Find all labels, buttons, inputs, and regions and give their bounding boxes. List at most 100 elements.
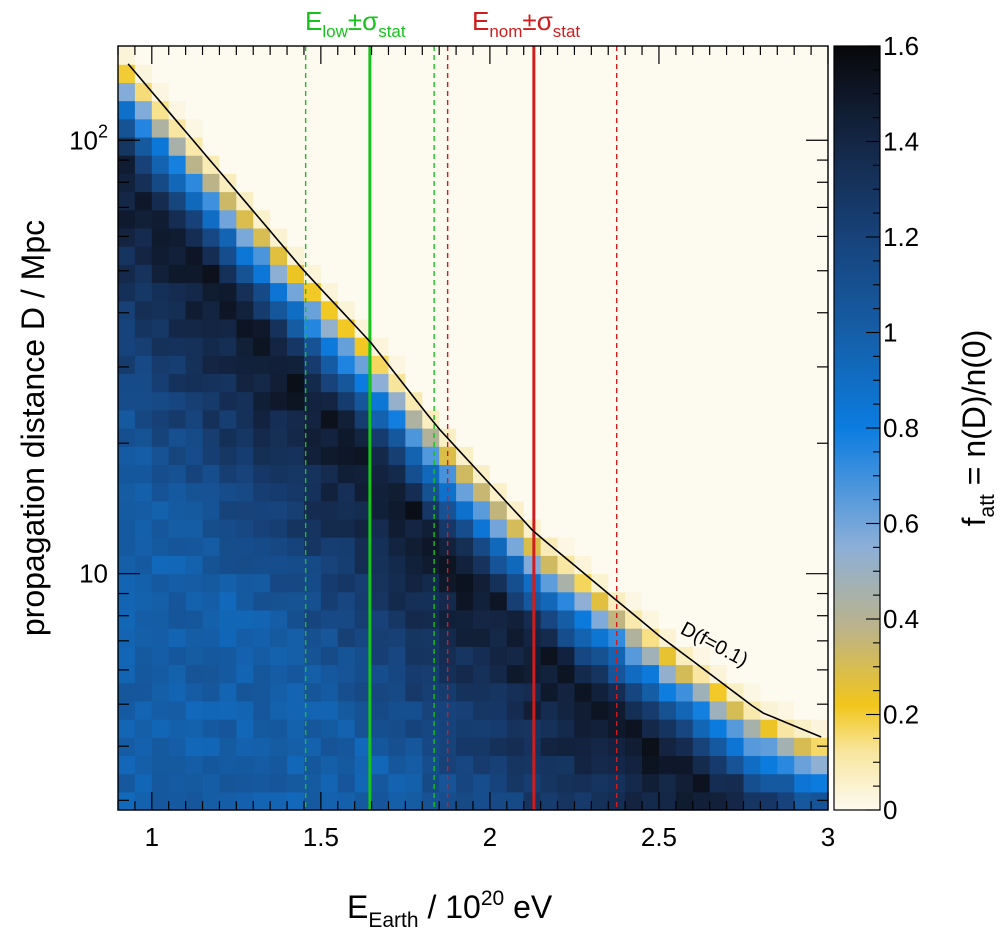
heatmap-cell bbox=[134, 100, 153, 120]
heatmap-cell bbox=[811, 537, 829, 556]
heatmap-cell bbox=[692, 282, 711, 302]
heatmap-cell bbox=[811, 682, 829, 702]
heatmap-cell bbox=[270, 64, 288, 83]
heatmap-cell bbox=[473, 482, 491, 502]
heatmap-cell bbox=[794, 282, 812, 302]
heatmap-cell bbox=[743, 246, 761, 265]
heatmap-cell bbox=[591, 464, 609, 484]
heatmap-cell bbox=[574, 446, 592, 465]
heatmap-cell bbox=[658, 773, 677, 793]
heatmap-cell bbox=[303, 318, 322, 338]
heatmap-cell bbox=[557, 318, 576, 338]
heatmap-cell bbox=[658, 173, 677, 193]
heatmap-cell bbox=[185, 373, 204, 393]
heatmap-cell bbox=[811, 555, 829, 575]
heatmap-cell bbox=[185, 646, 204, 666]
heatmap-cell bbox=[811, 700, 829, 720]
heatmap-cell bbox=[270, 791, 288, 811]
heatmap-cell bbox=[134, 391, 153, 411]
heatmap-cell bbox=[236, 428, 254, 447]
heatmap-cell bbox=[777, 300, 795, 320]
heatmap-cell bbox=[692, 682, 711, 702]
heatmap-cell bbox=[118, 628, 136, 647]
heatmap-cell bbox=[303, 409, 322, 429]
heatmap-cell bbox=[506, 609, 525, 629]
heatmap-cell bbox=[456, 464, 474, 484]
heatmap-cell bbox=[658, 682, 677, 702]
heatmap-cell bbox=[185, 46, 204, 65]
heatmap-cell bbox=[303, 500, 322, 520]
heatmap-cell bbox=[794, 791, 812, 811]
heatmap-cell bbox=[540, 573, 559, 593]
heatmap-cell bbox=[354, 428, 373, 447]
heatmap-cell bbox=[743, 664, 761, 684]
heatmap-cell bbox=[811, 719, 829, 738]
heatmap-cell bbox=[591, 537, 609, 556]
heatmap-cell bbox=[287, 409, 305, 429]
heatmap-cell bbox=[202, 719, 221, 738]
heatmap-cell bbox=[320, 246, 339, 265]
heatmap-cell bbox=[473, 609, 491, 629]
heatmap-cell bbox=[760, 573, 778, 593]
heatmap-cell bbox=[151, 791, 170, 811]
heatmap-cell bbox=[557, 428, 576, 447]
heatmap-cell bbox=[253, 573, 271, 593]
heatmap-cell bbox=[675, 682, 694, 702]
heatmap-cell bbox=[168, 355, 187, 375]
legend-low-pm: ±σ bbox=[348, 6, 378, 36]
heatmap-cell bbox=[337, 391, 356, 411]
heatmap-cell bbox=[743, 318, 761, 338]
heatmap-cell bbox=[253, 664, 271, 684]
heatmap-cell bbox=[168, 82, 187, 102]
heatmap-cell bbox=[642, 100, 660, 120]
heatmap-cell bbox=[625, 719, 643, 738]
heatmap-cell bbox=[236, 337, 254, 356]
heatmap-cell bbox=[253, 700, 271, 720]
heatmap-cell bbox=[540, 227, 559, 247]
heatmap-cell bbox=[743, 628, 761, 647]
heatmap-cell bbox=[185, 64, 204, 83]
heatmap-cell bbox=[557, 518, 576, 538]
heatmap-cell bbox=[456, 118, 474, 138]
heatmap-cell bbox=[439, 518, 457, 538]
heatmap-cell bbox=[118, 264, 136, 284]
heatmap-cell bbox=[726, 464, 745, 484]
heatmap-cell bbox=[456, 500, 474, 520]
heatmap-cell bbox=[337, 173, 356, 193]
heatmap-cell bbox=[777, 537, 795, 556]
heatmap-cell bbox=[591, 518, 609, 538]
heatmap-cell bbox=[354, 664, 373, 684]
heatmap-cell bbox=[811, 155, 829, 174]
heatmap-cell bbox=[236, 773, 254, 793]
heatmap-cell bbox=[219, 646, 237, 666]
heatmap-cell bbox=[692, 482, 711, 502]
contour-line-f-0.1 bbox=[127, 63, 822, 738]
heatmap-cell bbox=[709, 282, 728, 302]
heatmap-cell bbox=[337, 700, 356, 720]
heatmap-cell bbox=[642, 646, 660, 666]
z-title-base: f bbox=[956, 517, 992, 526]
heatmap-cell bbox=[709, 482, 728, 502]
heatmap-cell bbox=[709, 173, 728, 193]
heatmap-cell bbox=[320, 591, 339, 611]
heatmap-cell bbox=[185, 118, 204, 138]
heatmap-cell bbox=[253, 737, 271, 757]
heatmap-cell bbox=[388, 537, 406, 556]
heatmap-cell bbox=[591, 409, 609, 429]
heatmap-cell bbox=[642, 264, 660, 284]
heatmap-cell bbox=[675, 537, 694, 556]
heatmap-cell bbox=[726, 46, 745, 65]
heatmap-cell bbox=[287, 373, 305, 393]
heatmap-cell bbox=[422, 719, 440, 738]
heatmap-cell bbox=[151, 700, 170, 720]
heatmap-cell bbox=[405, 100, 423, 120]
heatmap-cell bbox=[270, 282, 288, 302]
heatmap-cell bbox=[303, 391, 322, 411]
heatmap-cell bbox=[540, 300, 559, 320]
heatmap-cell bbox=[185, 555, 204, 575]
heatmap-cell bbox=[489, 609, 508, 629]
heatmap-cell bbox=[168, 628, 187, 647]
heatmap-cell bbox=[236, 318, 254, 338]
heatmap-cell bbox=[236, 482, 254, 502]
heatmap-cell bbox=[354, 446, 373, 465]
